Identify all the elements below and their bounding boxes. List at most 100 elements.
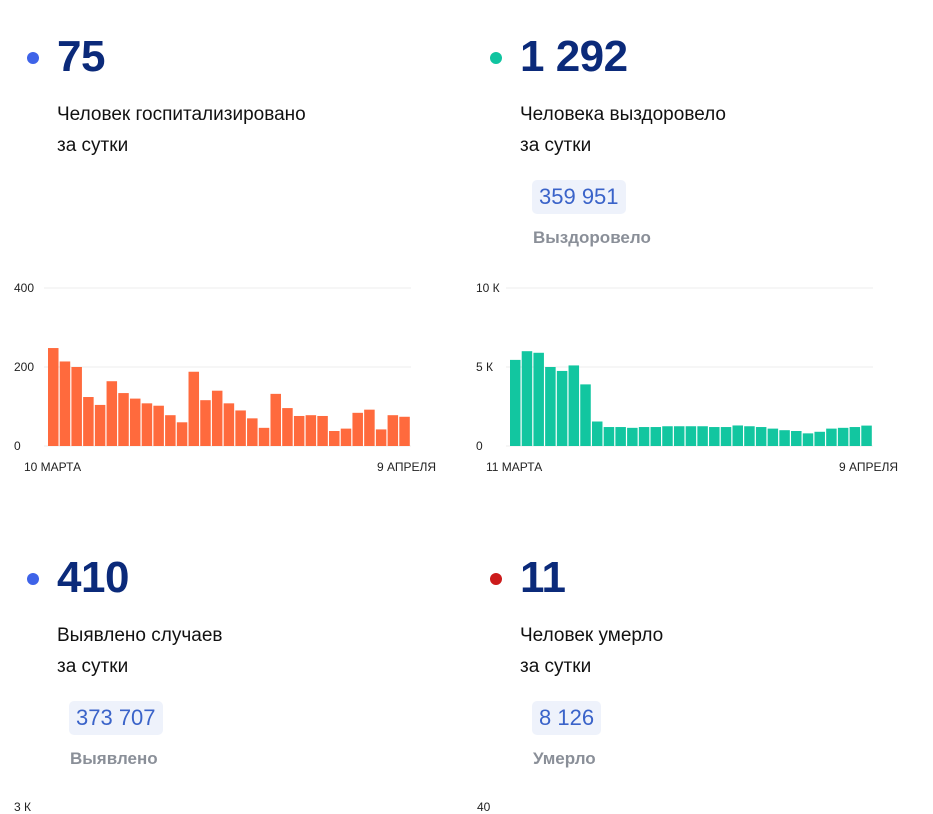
hospitalized-chart-bar[interactable]: [258, 427, 270, 446]
recovered-chart-svg: 0 5 К 10 К 11 МАРТА 9 АПРЕЛЯ: [476, 281, 898, 474]
hospitalized-chart-bar[interactable]: [364, 409, 375, 446]
hospitalized-chart-bar[interactable]: [83, 397, 94, 446]
recovered-chart-bar[interactable]: [720, 427, 732, 446]
recovered-chart-bar[interactable]: [603, 427, 615, 446]
recovered-chart-bar[interactable]: [814, 431, 825, 446]
hospitalized-chart: 0 200 400 10 МАРТА 9 АПРЕЛЯ: [10, 278, 450, 478]
recovered-chart-bar[interactable]: [673, 426, 685, 446]
recovered-chart-bar[interactable]: [755, 427, 767, 446]
recovered-chart-bar[interactable]: [744, 426, 755, 446]
recovered-chart-bar[interactable]: [685, 426, 697, 446]
hospitalized-chart-bar[interactable]: [118, 393, 129, 446]
hospitalized-chart-bar[interactable]: [59, 361, 71, 446]
hospitalized-chart-bar[interactable]: [282, 408, 293, 446]
hospitalized-chart-bar[interactable]: [223, 403, 235, 446]
hospitalized-chart-bar[interactable]: [270, 393, 281, 446]
hospitalized-chart-bar[interactable]: [247, 418, 258, 446]
recovered-dot-icon: [490, 52, 502, 64]
recovered-chart-bar[interactable]: [638, 427, 650, 446]
hospitalized-chart-bar[interactable]: [235, 410, 246, 446]
recovered-chart-bar[interactable]: [802, 433, 814, 446]
hospitalized-chart-x-start-label: 10 МАРТА: [24, 460, 81, 474]
recovered-chart-y-tick-label: 0: [476, 439, 483, 453]
deaths-chart-partial-tick: 40: [477, 800, 491, 814]
recovered-card: 1 292 Человека выздоровело за сутки 359 …: [490, 32, 910, 267]
recovered-chart: 0 5 К 10 К 11 МАРТА 9 АПРЕЛЯ: [472, 278, 912, 478]
recovered-chart-bar[interactable]: [826, 428, 837, 446]
hospitalized-chart-y-tick-label: 400: [14, 281, 34, 295]
recovered-chart-bar[interactable]: [580, 384, 591, 446]
recovered-chart-bar[interactable]: [556, 370, 568, 446]
hospitalized-chart-svg: 0 200 400 10 МАРТА 9 АПРЕЛЯ: [14, 281, 436, 474]
hospitalized-chart-bar[interactable]: [293, 415, 305, 446]
deaths-value: 11: [520, 553, 566, 602]
hospitalized-desc-line2: за сутки: [57, 135, 129, 156]
recovered-chart-bar[interactable]: [732, 425, 743, 446]
recovered-chart-bar[interactable]: [697, 426, 708, 446]
hospitalized-chart-bar[interactable]: [94, 404, 106, 446]
recovered-chart-bar[interactable]: [767, 428, 779, 446]
deaths-total: 8 126: [532, 701, 602, 735]
cases-value: 410: [57, 553, 129, 602]
recovered-chart-bar[interactable]: [568, 365, 580, 446]
cases-description: Выявлено случаев за сутки: [57, 620, 222, 682]
hospitalized-chart-x-end-label: 9 АПРЕЛЯ: [377, 460, 436, 474]
hospitalized-chart-y-tick-label: 0: [14, 439, 21, 453]
recovered-chart-bar[interactable]: [861, 425, 872, 446]
deaths-description: Человек умерло за сутки: [520, 620, 663, 682]
recovered-chart-bar[interactable]: [709, 427, 720, 446]
hospitalized-dot-icon: [27, 52, 39, 64]
hospitalized-chart-bar[interactable]: [329, 430, 340, 446]
hospitalized-description: Человек госпитализировано за сутки: [57, 99, 306, 161]
hospitalized-chart-bar[interactable]: [129, 398, 141, 446]
hospitalized-chart-y-tick-label: 200: [14, 360, 34, 374]
hospitalized-chart-bar[interactable]: [387, 415, 399, 446]
recovered-chart-x-start-label: 11 МАРТА: [486, 460, 542, 474]
hospitalized-chart-bar[interactable]: [200, 400, 211, 446]
hospitalized-chart-bar[interactable]: [375, 429, 387, 446]
recovered-chart-bar[interactable]: [627, 427, 638, 446]
recovered-desc-line1: Человека выздоровело: [520, 104, 727, 125]
hospitalized-chart-bar[interactable]: [71, 367, 82, 446]
recovered-desc-line2: за сутки: [520, 135, 592, 156]
cases-desc-line1: Выявлено случаев: [57, 625, 223, 646]
recovered-chart-bar[interactable]: [510, 359, 521, 446]
recovered-chart-bar[interactable]: [545, 367, 556, 446]
hospitalized-desc-line1: Человек госпитализировано: [57, 104, 306, 125]
hospitalized-chart-bar[interactable]: [165, 415, 176, 446]
hospitalized-chart-bar[interactable]: [141, 403, 153, 446]
cases-desc-line2: за сутки: [57, 656, 129, 677]
hospitalized-chart-bar[interactable]: [48, 348, 59, 446]
recovered-chart-bar[interactable]: [837, 427, 849, 446]
hospitalized-chart-bar[interactable]: [153, 405, 164, 446]
recovered-chart-bar[interactable]: [650, 427, 662, 446]
recovered-chart-x-end-label: 9 АПРЕЛЯ: [839, 460, 898, 474]
cases-total-label: Выявлено: [70, 749, 158, 768]
hospitalized-chart-bar[interactable]: [176, 422, 188, 446]
recovered-chart-bar[interactable]: [521, 351, 533, 446]
hospitalized-chart-bar[interactable]: [317, 415, 328, 446]
hospitalized-chart-bar[interactable]: [211, 390, 223, 446]
recovered-chart-bar[interactable]: [662, 426, 673, 446]
cases-card: 410 Выявлено случаев за сутки 373 707 Вы…: [27, 553, 447, 788]
recovered-chart-bar[interactable]: [615, 427, 626, 446]
hospitalized-chart-bar[interactable]: [399, 416, 410, 446]
recovered-chart-bar[interactable]: [779, 430, 790, 446]
deaths-total-label: Умерло: [533, 749, 596, 768]
recovered-total-label: Выздоровело: [533, 228, 651, 247]
recovered-chart-bar[interactable]: [591, 421, 603, 446]
hospitalized-chart-bar[interactable]: [305, 415, 317, 446]
recovered-chart-bar[interactable]: [791, 430, 802, 446]
hospitalized-card: 75 Человек госпитализировано за сутки: [27, 32, 447, 177]
cases-dot-icon: [27, 573, 39, 585]
hospitalized-chart-bar[interactable]: [188, 371, 200, 446]
deaths-desc-line1: Человек умерло: [520, 625, 664, 646]
recovered-chart-y-tick-label: 5 К: [476, 360, 493, 374]
hospitalized-chart-bar[interactable]: [352, 412, 363, 446]
hospitalized-chart-bar[interactable]: [106, 381, 118, 446]
recovered-chart-bar[interactable]: [533, 352, 544, 446]
hospitalized-chart-bar[interactable]: [340, 428, 352, 446]
cases-chart-partial-tick: 3 К: [14, 800, 31, 814]
recovered-chart-bar[interactable]: [849, 427, 861, 446]
recovered-total: 359 951: [532, 180, 626, 214]
